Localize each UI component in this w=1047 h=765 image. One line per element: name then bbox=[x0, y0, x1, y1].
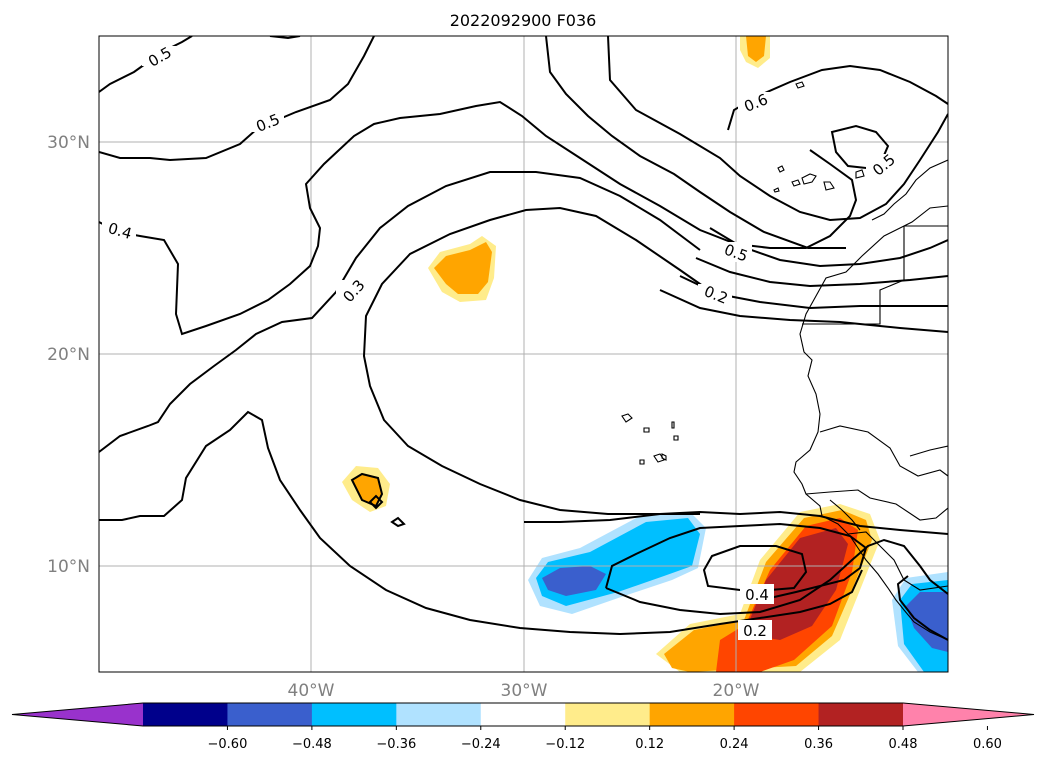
contour-03-inner bbox=[362, 206, 721, 515]
colorbar-tick-label: 0.24 bbox=[720, 737, 749, 752]
contour-04-loop bbox=[605, 538, 948, 616]
lat-label-10n: 10°N bbox=[47, 557, 90, 577]
positive-anomaly-patch-top-core bbox=[746, 36, 766, 62]
lat-label-30n: 30°N bbox=[47, 133, 90, 153]
iberia-coastline bbox=[871, 159, 948, 221]
colorbar-tick-label: 0.36 bbox=[804, 737, 833, 752]
colorbar: −0.60 −0.48 −0.36 −0.24 −0.12 0.12 0.24 0.36 0.4… bbox=[11, 702, 1035, 752]
colorbar-tick-label: −0.12 bbox=[545, 737, 585, 752]
country-border-3 bbox=[819, 425, 948, 477]
canary-islands bbox=[773, 165, 865, 193]
colorbar-swatch bbox=[396, 703, 482, 726]
contour-label: 0.4 bbox=[745, 586, 769, 604]
contour-05-top-left-2 bbox=[269, 36, 301, 40]
country-border-5 bbox=[847, 531, 948, 591]
contour-right-band-2 bbox=[695, 257, 948, 288]
contour-label: 0.2 bbox=[743, 622, 767, 640]
colorbar-extend-max bbox=[903, 703, 1034, 726]
contour-label-halos bbox=[102, 46, 900, 640]
positive-anomaly-patch-north-core bbox=[434, 242, 492, 294]
contour-04-left bbox=[99, 100, 858, 336]
country-border-6 bbox=[909, 445, 948, 457]
contour-label: 0.4 bbox=[106, 219, 134, 243]
country-border-4 bbox=[805, 489, 948, 521]
contour-west-small bbox=[390, 516, 406, 528]
lat-label-20n: 20°N bbox=[47, 345, 90, 365]
cape-verde-islands bbox=[621, 413, 679, 465]
contour-band-10n-a bbox=[524, 510, 948, 535]
colorbar-extend-min bbox=[12, 703, 143, 726]
latitude-labels: 30°N 20°N 10°N bbox=[47, 133, 90, 577]
colorbar-swatch bbox=[565, 703, 651, 726]
colorbar-swatch bbox=[143, 703, 228, 726]
lon-label-30w: 30°W bbox=[501, 681, 548, 701]
contour-right-upper bbox=[545, 36, 846, 249]
colorbar-tick-label: 0.12 bbox=[635, 737, 664, 752]
colorbar-tick-label: 0.48 bbox=[889, 737, 918, 752]
contour-band-10n-b bbox=[605, 522, 868, 599]
map-frame bbox=[98, 35, 949, 673]
contour-west-loop bbox=[350, 472, 384, 508]
colorbar-swatch bbox=[311, 703, 397, 726]
longitude-labels: 40°W 30°W 20°W bbox=[288, 681, 760, 701]
colorbar-tick-label: −0.36 bbox=[376, 737, 416, 752]
colorbar-swatch bbox=[227, 703, 313, 726]
colorbar-swatch bbox=[480, 703, 566, 726]
colorbar-swatch bbox=[818, 703, 904, 726]
africa-coastline bbox=[793, 205, 948, 641]
madeira-island bbox=[795, 81, 805, 89]
colorbar-outline bbox=[11, 702, 1035, 727]
colorbar-swatch bbox=[734, 703, 820, 726]
contour-east-edge bbox=[896, 575, 948, 641]
contour-05-left bbox=[99, 36, 375, 162]
colorbar-tick-label: 0.60 bbox=[973, 737, 1002, 752]
colorbar-tick-label: −0.60 bbox=[208, 737, 248, 752]
colorbar-swatch bbox=[649, 703, 735, 726]
map-title: 2022092900 F036 bbox=[450, 11, 597, 30]
coastlines bbox=[621, 81, 948, 641]
negative-anomaly-band-core bbox=[542, 566, 606, 596]
contour-03-outer bbox=[99, 171, 701, 453]
map-panel: 0.5 0.5 0.4 0.3 0.6 0.5 0.5 0.2 0.4 0.2 bbox=[98, 35, 949, 673]
contour-06-loop bbox=[607, 36, 948, 222]
contour-right-band-4 bbox=[659, 289, 948, 333]
lon-label-20w: 20°W bbox=[713, 681, 760, 701]
gridlines bbox=[99, 36, 948, 672]
colorbar-tick-label: −0.48 bbox=[292, 737, 332, 752]
colorbar-tick-label: −0.24 bbox=[461, 737, 501, 752]
lon-label-40w: 40°W bbox=[288, 681, 335, 701]
negative-anomaly-east-core bbox=[906, 592, 948, 652]
